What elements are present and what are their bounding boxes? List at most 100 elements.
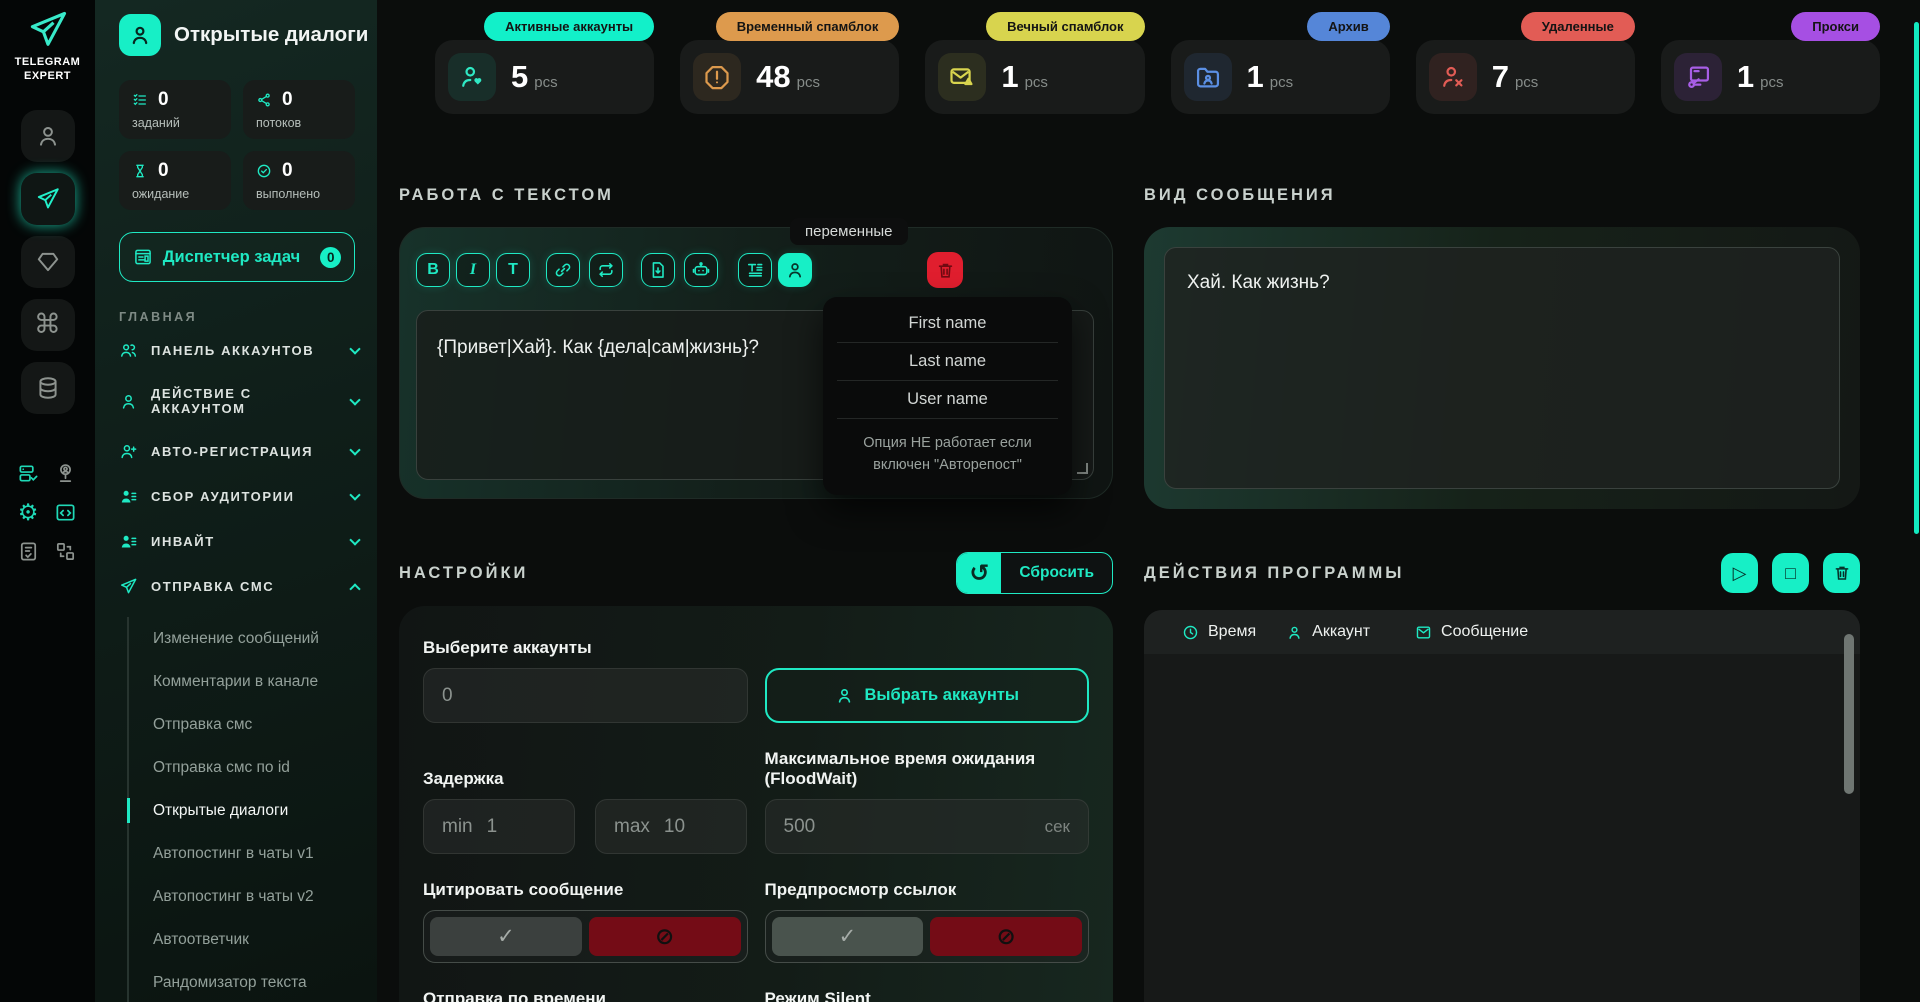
stat-waiting-label: ожидание — [132, 187, 190, 201]
task-manager-label: Диспетчер задач — [162, 247, 301, 266]
message-view-title: ВИД СООБЩЕНИЯ — [1144, 186, 1336, 204]
nav-item-account-action[interactable]: ДЕЙСТВИЕ С АККАУНТОМ — [119, 373, 377, 429]
settings-title: НАСТРОЙКИ — [399, 563, 529, 582]
link-preview-disable-option[interactable]: ⊘ — [930, 917, 1082, 957]
server-check-icon[interactable] — [16, 462, 40, 486]
page-scrollbar[interactable] — [1914, 22, 1919, 534]
command-icon: ⌘ — [34, 309, 61, 340]
delay-min-input[interactable]: min 1 — [423, 799, 575, 855]
stop-button[interactable]: □ — [1772, 553, 1809, 593]
check-circle-icon — [256, 163, 272, 179]
italic-button[interactable]: I — [456, 253, 490, 287]
nav-item-send-sms[interactable]: ОТПРАВКА СМС — [119, 564, 377, 609]
nav-item-invite[interactable]: ИНВАЙТ — [119, 519, 377, 564]
choose-accounts-button[interactable]: Выбрать аккаунты — [764, 668, 1089, 724]
variables-button[interactable] — [778, 253, 812, 287]
submenu-item-text-randomizer[interactable]: Рандомизатор текста — [153, 973, 307, 991]
submenu-item-autoresponder[interactable]: Автоответчик — [153, 930, 249, 948]
floodwait-label: Максимальное время ожидания (FloodWait) — [764, 749, 1036, 789]
submenu-item-send-sms-by-id[interactable]: Отправка смс по id — [153, 758, 290, 776]
program-log-header: Время Аккаунт Сообщение — [1144, 610, 1860, 654]
dropdown-item-user-name[interactable]: User name — [837, 381, 1058, 419]
card-temp-spamblock-body[interactable]: 48 pcs — [680, 40, 900, 114]
card-active-accounts: Активные аккаунты 5 pcs — [435, 12, 655, 114]
variables-dropdown: First name Last name User name Опция НЕ … — [823, 297, 1072, 495]
open-dialogs-icon — [119, 14, 161, 56]
commands-rail-button[interactable]: ⌘ — [20, 298, 75, 351]
program-actions-section: ДЕЙСТВИЯ ПРОГРАММЫ ▷ □ Время Аккаунт — [1144, 552, 1860, 1002]
premium-rail-button[interactable] — [20, 235, 75, 288]
database-rail-button[interactable] — [20, 361, 75, 414]
card-archive-body[interactable]: 1 pcs — [1170, 40, 1390, 114]
bold-button[interactable]: B — [416, 253, 450, 287]
text-lines-icon — [745, 260, 765, 280]
repost-button[interactable] — [589, 253, 623, 287]
file-import-button[interactable] — [641, 253, 675, 287]
card-eternal-spamblock-body[interactable]: 1 pcs — [925, 40, 1145, 114]
nav-item-accounts-panel[interactable]: ПАНЕЛЬ АККАУНТОВ — [119, 328, 377, 373]
chevron-down-icon — [349, 489, 361, 501]
table-scrollbar[interactable] — [1844, 634, 1854, 794]
hourglass-icon — [132, 163, 148, 179]
message-preview[interactable]: Хай. Как жизнь? — [1164, 247, 1840, 489]
card-deleted-body[interactable]: 7 pcs — [1415, 40, 1635, 114]
clear-log-button[interactable] — [1823, 553, 1860, 593]
delay-label: Задержка — [423, 769, 504, 789]
card-unit: pcs — [1024, 74, 1048, 91]
accounts-count-input[interactable]: 0 — [423, 668, 748, 724]
gear-icon[interactable]: ⚙ — [17, 499, 39, 526]
nav-item-audience-collection[interactable]: СБОР АУДИТОРИИ — [119, 474, 377, 519]
dropdown-item-last-name[interactable]: Last name — [837, 343, 1058, 381]
warning-octagon-icon — [693, 53, 742, 101]
card-unit: pcs — [534, 74, 558, 91]
card-unit: pcs — [1514, 74, 1539, 91]
task-manager-icon — [133, 247, 153, 267]
link-button[interactable] — [546, 253, 580, 287]
send-sms-rail-button[interactable] — [20, 172, 75, 225]
accounts-rail-button[interactable] — [20, 109, 75, 162]
link-preview-enable-option[interactable]: ✓ — [771, 917, 924, 957]
card-deleted: Удаленные 7 pcs — [1415, 12, 1635, 114]
floodwait-input[interactable]: 500 сек — [764, 799, 1089, 855]
text-template-button[interactable] — [738, 253, 772, 287]
dropdown-item-first-name[interactable]: First name — [837, 305, 1058, 343]
file-download-icon — [648, 260, 668, 280]
delay-max-input[interactable]: max 10 — [595, 799, 747, 855]
card-proxy-body[interactable]: 1 pcs — [1660, 40, 1881, 114]
card-value: 5 — [511, 59, 529, 94]
submenu-item-autoposting-v1[interactable]: Автопостинг в чаты v1 — [153, 844, 314, 862]
quote-disable-option[interactable]: ⊘ — [588, 917, 741, 957]
reset-button[interactable]: ↺ Сбросить — [956, 552, 1113, 594]
card-unit: pcs — [1269, 74, 1294, 91]
program-log-table: Время Аккаунт Сообщение — [1144, 610, 1860, 1002]
submenu-item-open-dialogs[interactable]: Открытые диалоги — [127, 789, 377, 832]
program-actions-title: ДЕЙСТВИЯ ПРОГРАММЫ — [1144, 563, 1405, 582]
message-view-panel: Хай. Как жизнь? — [1144, 227, 1860, 509]
stat-tasks-value: 0 — [158, 89, 169, 110]
person-x-icon — [1428, 53, 1477, 101]
task-manager-button[interactable]: Диспетчер задач 0 — [119, 232, 355, 282]
stat-tasks: 0 заданий — [119, 80, 231, 139]
quote-enable-option[interactable]: ✓ — [430, 917, 582, 957]
start-button[interactable]: ▷ — [1721, 553, 1758, 593]
submenu-item-channel-comments[interactable]: Комментарии в канале — [153, 672, 319, 690]
chevron-up-icon — [349, 582, 361, 595]
account-network-icon[interactable] — [53, 462, 77, 486]
brand-name: TELEGRAM EXPERT — [14, 56, 81, 83]
link-icon — [553, 260, 573, 280]
submenu-item-send-sms[interactable]: Отправка смс — [153, 715, 253, 733]
status-badge: Вечный спамблок — [986, 12, 1145, 41]
submenu-item-edit-messages[interactable]: Изменение сообщений — [153, 629, 319, 647]
chevron-down-icon — [349, 343, 361, 355]
bot-button[interactable] — [684, 253, 718, 287]
clear-text-button[interactable] — [927, 252, 963, 288]
transfer-icon[interactable] — [53, 540, 77, 564]
text-style-button[interactable]: T — [496, 253, 530, 287]
submenu-item-autoposting-v2[interactable]: Автопостинг в чаты v2 — [153, 887, 314, 905]
stat-threads: 0 потоков — [243, 80, 355, 139]
code-window-icon[interactable] — [53, 501, 77, 525]
nav-item-auto-registration[interactable]: АВТО-РЕГИСТРАЦИЯ — [119, 429, 377, 474]
card-active-accounts-body[interactable]: 5 pcs — [435, 40, 655, 114]
report-check-icon[interactable] — [16, 540, 40, 564]
stat-waiting: 0 ожидание — [119, 151, 231, 210]
